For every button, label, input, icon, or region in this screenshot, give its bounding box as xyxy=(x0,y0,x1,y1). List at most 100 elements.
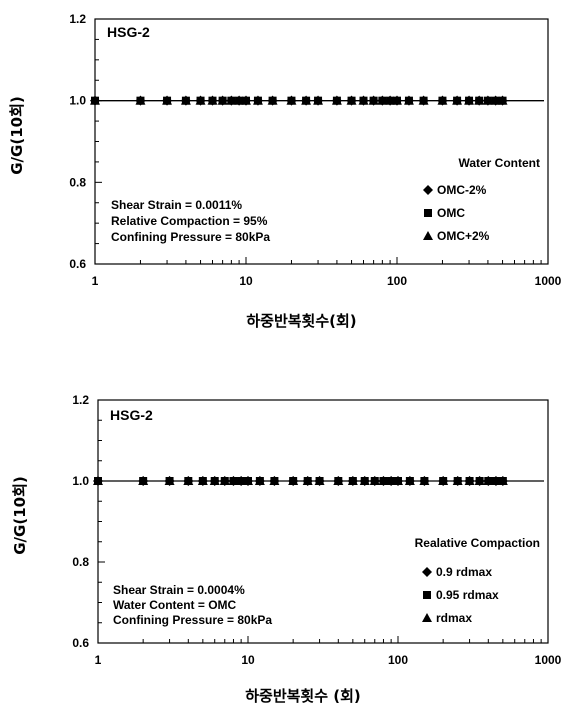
data-point-triangle xyxy=(490,476,501,485)
legend-entry-label: OMC+2% xyxy=(437,229,490,243)
y-axis-title: G/G(10회) xyxy=(8,96,26,175)
data-point-triangle xyxy=(358,95,369,105)
data-point-triangle xyxy=(267,95,278,105)
data-point-triangle xyxy=(497,476,508,485)
series-triangle xyxy=(90,95,508,105)
data-point-triangle xyxy=(90,95,100,105)
data-point-triangle xyxy=(93,476,103,485)
y-tick-label: 1.0 xyxy=(72,474,89,488)
series-triangle xyxy=(93,476,508,485)
x-tick-label: 100 xyxy=(388,653,408,667)
data-point-triangle xyxy=(464,476,475,485)
data-point-triangle xyxy=(314,476,325,485)
data-point-triangle xyxy=(183,476,194,485)
data-point-triangle xyxy=(418,95,429,105)
data-point-triangle xyxy=(359,476,370,485)
data-point-triangle xyxy=(404,476,415,485)
data-point-triangle xyxy=(234,95,245,105)
data-point-triangle xyxy=(243,476,253,485)
data-point-triangle xyxy=(333,476,344,485)
legend: Water Content OMC-2% OMC OMC+2% xyxy=(423,156,540,243)
legend-entry-label: 0.95 rdmax xyxy=(436,588,499,602)
x-axis-title: 하중반복횟수 (회) xyxy=(245,687,361,705)
legend-entry-label: OMC xyxy=(437,206,465,220)
data-point-triangle xyxy=(241,95,251,105)
annotation-text: Water Content = OMC xyxy=(113,598,237,612)
y-tick-label: 1.2 xyxy=(69,12,86,26)
legend-marker-diamond xyxy=(423,185,433,195)
data-point-triangle xyxy=(347,476,358,485)
legend-title: Realative Compaction xyxy=(415,536,540,550)
data-point-triangle xyxy=(392,95,402,105)
data-point-triangle xyxy=(226,95,237,105)
data-point-triangle xyxy=(437,95,448,105)
legend-marker-triangle xyxy=(422,613,432,622)
data-point-triangle xyxy=(162,95,173,105)
x-tick-label: 10 xyxy=(241,653,255,667)
y-tick-label: 1.0 xyxy=(69,94,86,108)
legend-marker-square xyxy=(423,591,431,599)
data-point-triangle xyxy=(209,476,220,485)
data-point-triangle xyxy=(369,476,380,485)
data-point-triangle xyxy=(195,95,206,105)
annotation-text: Confining Pressure = 80kPa xyxy=(111,230,270,244)
data-point-triangle xyxy=(302,476,313,485)
y-tick-label: 1.2 xyxy=(72,393,89,407)
data-point-triangle xyxy=(197,476,208,485)
y-tick-label: 0.8 xyxy=(69,175,86,189)
data-point-triangle xyxy=(346,95,357,105)
annotation-text: Relative Compaction = 95% xyxy=(111,214,268,228)
x-tick-label: 100 xyxy=(387,274,407,288)
y-tick-label: 0.8 xyxy=(72,555,89,569)
legend-entry-label: rdmax xyxy=(436,611,472,625)
data-point-triangle xyxy=(497,95,508,105)
x-axis-title: 하중반복횟수(회) xyxy=(246,312,356,330)
data-point-triangle xyxy=(207,95,218,105)
data-point-triangle xyxy=(452,476,463,485)
data-point-triangle xyxy=(313,95,324,105)
x-tick-label: 1 xyxy=(92,274,99,288)
data-point-triangle xyxy=(269,476,280,485)
data-point-triangle xyxy=(219,476,230,485)
data-point-triangle xyxy=(483,476,494,485)
data-point-triangle xyxy=(138,476,149,485)
y-tick-label: 0.6 xyxy=(72,636,89,650)
data-point-triangle xyxy=(482,95,493,105)
chart-panel-1: 0.6 0.8 1.0 1.2 1 10 100 1000 하중반복횟수(회) G/G(10회) H… xyxy=(8,12,562,330)
panel-label: HSG-2 xyxy=(110,407,153,423)
legend-marker-diamond xyxy=(422,567,432,577)
data-point-triangle xyxy=(464,95,475,105)
legend-entry-label: 0.9 rdmax xyxy=(436,565,492,579)
panel-label: HSG-2 xyxy=(107,24,150,40)
data-point-triangle xyxy=(385,95,396,105)
x-tick-label: 1 xyxy=(95,653,102,667)
data-point-triangle xyxy=(254,476,265,485)
data-point-triangle xyxy=(331,95,342,105)
data-point-triangle xyxy=(393,476,403,485)
data-point-triangle xyxy=(386,476,397,485)
legend-title: Water Content xyxy=(458,156,540,170)
data-point-triangle xyxy=(452,95,463,105)
legend-marker-square xyxy=(424,209,432,217)
data-point-triangle xyxy=(474,476,485,485)
x-tick-label: 10 xyxy=(239,274,253,288)
legend-marker-triangle xyxy=(423,231,433,240)
data-point-triangle xyxy=(403,95,414,105)
data-point-triangle xyxy=(288,476,299,485)
data-point-triangle xyxy=(252,95,263,105)
data-point-triangle xyxy=(164,476,175,485)
chart-panel-2: 0.6 0.8 1.0 1.2 1 10 100 1000 하중반복횟수 (회) G/G(10회)… xyxy=(11,393,562,705)
data-point-triangle xyxy=(301,95,312,105)
y-axis-title: G/G(10회) xyxy=(11,476,29,555)
annotation-text: Shear Strain = 0.0011% xyxy=(111,198,242,212)
annotation-text: Confining Pressure = 80kPa xyxy=(113,613,272,627)
data-point-triangle xyxy=(228,476,239,485)
x-tick-label: 1000 xyxy=(535,274,562,288)
data-point-triangle xyxy=(490,95,501,105)
legend-entry-label: OMC-2% xyxy=(437,183,487,197)
annotation-text: Shear Strain = 0.0004% xyxy=(113,583,245,597)
data-point-triangle xyxy=(180,95,191,105)
y-tick-label: 0.6 xyxy=(69,257,86,271)
data-point-triangle xyxy=(368,95,379,105)
